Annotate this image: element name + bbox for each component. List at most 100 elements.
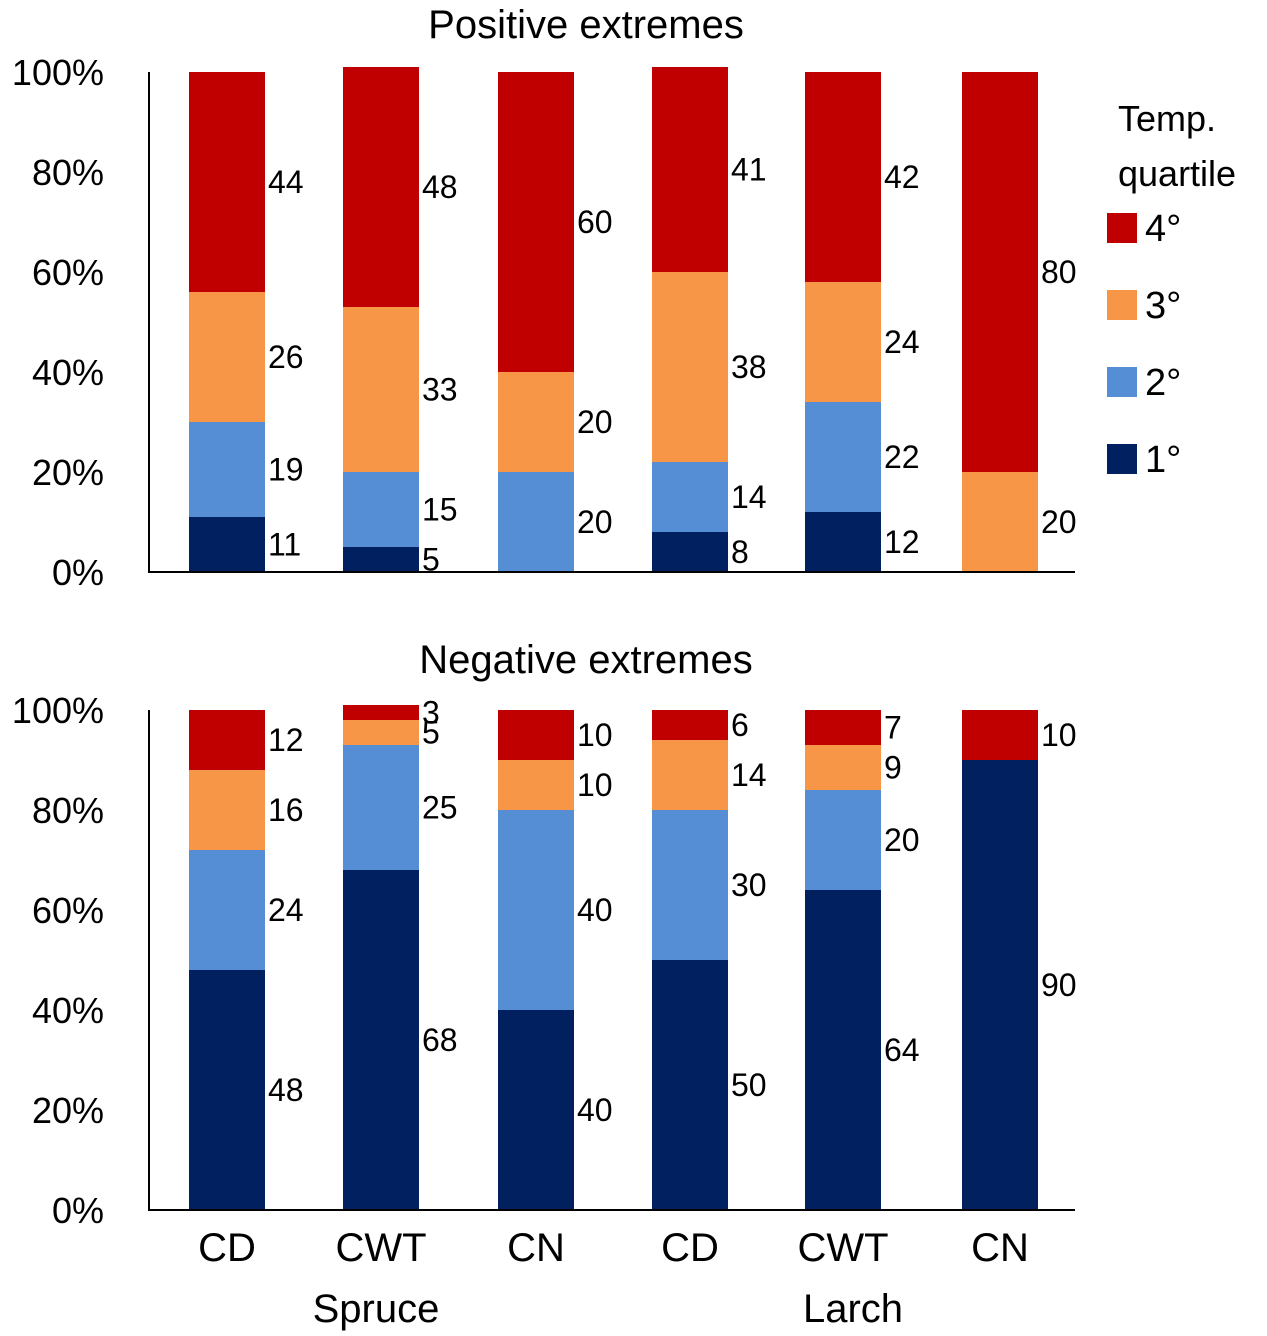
data-label: 7: [884, 710, 902, 746]
bar-segment: [652, 462, 728, 532]
data-label: 90: [1041, 967, 1077, 1003]
data-label: 10: [577, 767, 613, 803]
y-tick-label: 80%: [32, 790, 104, 831]
x-category-label: CWT: [797, 1226, 888, 1270]
data-label: 20: [1041, 504, 1077, 540]
bar-segment: [343, 745, 419, 870]
bar-segment: [189, 850, 265, 970]
x-category-label: CD: [198, 1226, 256, 1270]
data-label: 25: [422, 790, 458, 826]
legend-swatch: [1107, 290, 1137, 320]
data-label: 20: [577, 504, 613, 540]
bar-segment: [805, 402, 881, 512]
bar-segment: [805, 790, 881, 890]
bar-segment: [498, 810, 574, 1010]
bar-segment: [498, 372, 574, 472]
data-label: 64: [884, 1032, 920, 1068]
bar-segment: [805, 512, 881, 572]
bar-segment: [343, 307, 419, 472]
x-category-label: CD: [661, 1226, 719, 1270]
data-label: 38: [731, 349, 767, 385]
data-label: 41: [731, 152, 767, 188]
legend-swatch: [1107, 213, 1137, 243]
bar-segment: [189, 970, 265, 1210]
data-label: 42: [884, 159, 920, 195]
bar-segment: [962, 472, 1038, 572]
bar-segment: [962, 710, 1038, 760]
bar-segment: [805, 745, 881, 790]
data-label: 44: [268, 164, 304, 200]
data-label: 80: [1041, 254, 1077, 290]
data-label: 48: [422, 169, 458, 205]
legend-swatch: [1107, 367, 1137, 397]
y-tick-label: 80%: [32, 152, 104, 193]
bar-segment: [343, 705, 419, 720]
bar-segment: [343, 472, 419, 547]
bar-segment: [498, 760, 574, 810]
data-label: 33: [422, 372, 458, 408]
data-label: 26: [268, 339, 304, 375]
legend-label: 1°: [1145, 439, 1181, 481]
y-tick-label: 20%: [32, 452, 104, 493]
data-label: 40: [577, 1092, 613, 1128]
y-tick-label: 0%: [52, 552, 104, 593]
data-label: 24: [884, 324, 920, 360]
data-label: 15: [422, 492, 458, 528]
legend-title: quartile: [1118, 153, 1236, 194]
y-tick-label: 60%: [32, 890, 104, 931]
bar-segment: [652, 532, 728, 572]
data-label: 48: [268, 1072, 304, 1108]
bar-segment: [498, 472, 574, 572]
bar-segment: [962, 72, 1038, 472]
x-category-label: CN: [971, 1226, 1029, 1270]
data-label: 60: [577, 204, 613, 240]
bar-segment: [652, 710, 728, 740]
y-tick-label: 0%: [52, 1190, 104, 1231]
data-label: 11: [268, 527, 301, 563]
bar-segment: [962, 760, 1038, 1210]
y-tick-label: 20%: [32, 1090, 104, 1131]
bar-segment: [343, 870, 419, 1210]
bar-segment: [805, 72, 881, 282]
data-label: 5: [422, 715, 440, 751]
bar-segment: [652, 960, 728, 1210]
x-category-label: CN: [507, 1226, 565, 1270]
x-category-label: CWT: [335, 1226, 426, 1270]
data-label: 12: [268, 722, 304, 758]
bar-segment: [498, 710, 574, 760]
legend-label: 2°: [1145, 362, 1181, 404]
bar-segment: [189, 710, 265, 770]
legend-label: 3°: [1145, 285, 1181, 327]
bar-segment: [498, 1010, 574, 1210]
data-label: 9: [884, 750, 902, 786]
bar-segment: [189, 72, 265, 292]
data-label: 19: [268, 452, 304, 488]
data-label: 5: [422, 542, 440, 578]
y-tick-label: 40%: [32, 990, 104, 1031]
data-label: 10: [1041, 717, 1077, 753]
y-tick-label: 40%: [32, 352, 104, 393]
data-label: 22: [884, 439, 920, 475]
bar-segment: [343, 720, 419, 745]
bar-segment: [652, 810, 728, 960]
bar-segment: [652, 272, 728, 462]
data-label: 12: [884, 524, 920, 560]
data-label: 8: [731, 534, 749, 570]
data-label: 16: [268, 792, 304, 828]
bar-segment: [805, 710, 881, 745]
bar-segment: [189, 770, 265, 850]
data-label: 3: [422, 695, 440, 731]
legend-swatch: [1107, 444, 1137, 474]
y-tick-label: 60%: [32, 252, 104, 293]
data-label: 20: [577, 404, 613, 440]
bar-segment: [189, 517, 265, 572]
y-tick-label: 100%: [12, 690, 104, 731]
y-tick-label: 100%: [12, 52, 104, 93]
legend-label: 4°: [1145, 208, 1181, 250]
x-group-label: Larch: [803, 1287, 903, 1331]
bar-segment: [805, 890, 881, 1210]
data-label: 30: [731, 867, 767, 903]
bar-segment: [343, 547, 419, 572]
chart-title: Negative extremes: [419, 638, 752, 682]
